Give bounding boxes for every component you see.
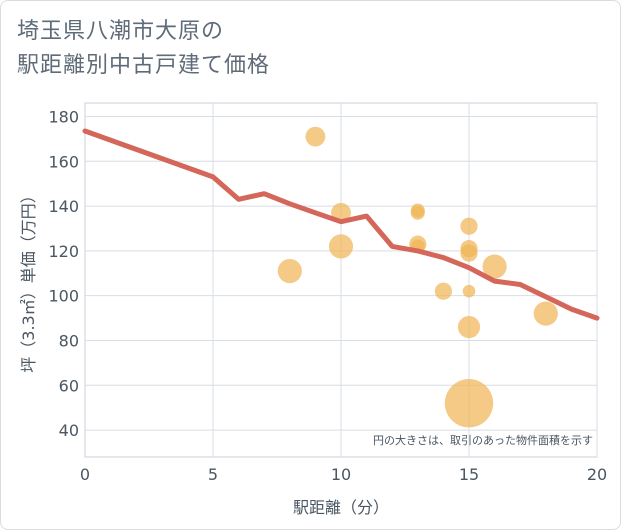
data-point: [434, 282, 452, 300]
chart-title: 埼玉県八潮市大原の 駅距離別中古戸建て価格: [17, 15, 270, 83]
y-tick-label: 140: [48, 197, 79, 216]
bubble-series: [277, 126, 558, 428]
title-line-2: 駅距離別中古戸建て価格: [17, 53, 271, 78]
x-tick-label: 5: [208, 465, 218, 484]
data-point: [462, 284, 476, 298]
data-point: [482, 254, 507, 279]
data-point: [328, 234, 354, 259]
data-point: [460, 217, 478, 235]
x-tick-labels: 0 5 10 15 20: [80, 465, 607, 484]
y-tick-label: 80: [59, 331, 79, 350]
x-tick-label: 15: [459, 465, 479, 484]
y-tick-label: 120: [48, 242, 79, 261]
title-line-1: 埼玉県八潮市大原の: [17, 19, 225, 44]
size-note: 円の大きさは、取引のあった物件面積を示す: [373, 433, 593, 447]
y-tick-label: 100: [48, 287, 79, 306]
grid-lines: [85, 103, 598, 457]
x-tick-label: 0: [80, 465, 90, 484]
x-tick-label: 10: [331, 465, 351, 484]
data-point: [444, 379, 494, 428]
y-tick-label: 40: [59, 421, 79, 440]
data-point: [460, 244, 478, 262]
y-tick-labels: 40 60 80 100 120 140 160 180: [48, 107, 79, 440]
y-tick-label: 60: [59, 376, 79, 395]
data-point: [277, 258, 302, 284]
data-point: [533, 301, 558, 326]
y-tick-label: 180: [48, 107, 79, 126]
x-axis-label: 駅距離（分）: [293, 498, 389, 517]
data-point: [305, 126, 326, 147]
y-tick-label: 160: [48, 152, 79, 171]
trend-series: [82, 128, 600, 321]
x-tick-label: 20: [587, 465, 607, 484]
data-point: [410, 205, 425, 220]
y-axis-label: 坪（3.3㎡）単価（万円）: [19, 187, 38, 372]
data-point: [457, 315, 481, 339]
trend-line: [82, 128, 600, 321]
